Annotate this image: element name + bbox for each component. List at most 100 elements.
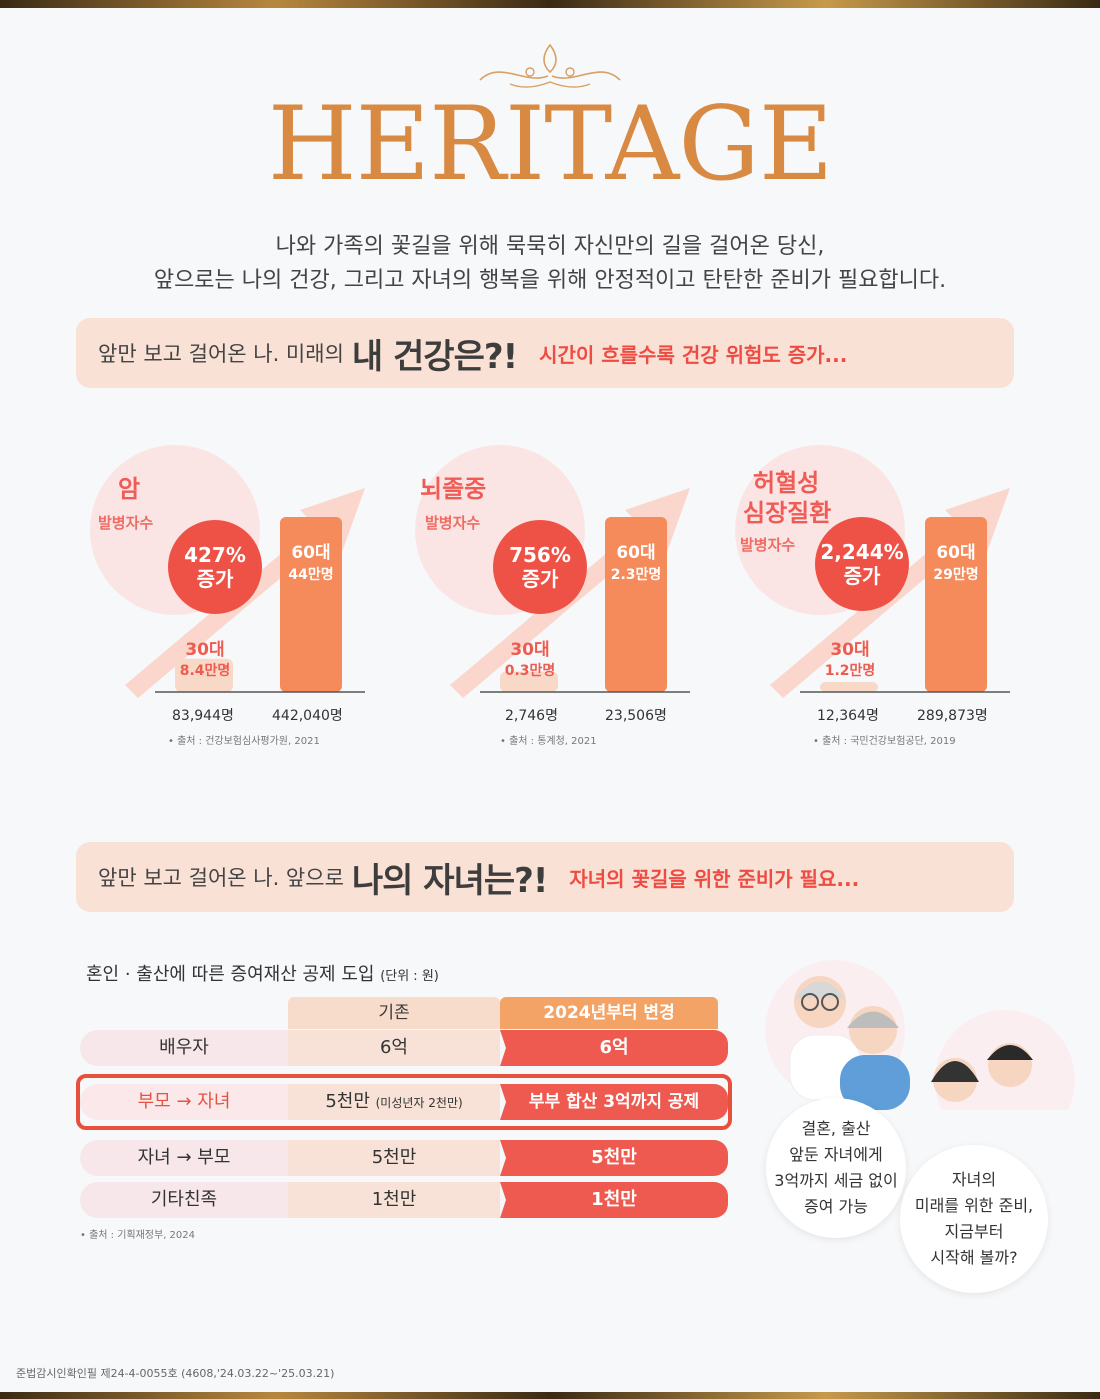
bar-category: 30대 xyxy=(510,640,550,660)
chart-source: • 출처 : 통계청, 2021 xyxy=(500,736,597,747)
bar-text: 1.2만명 xyxy=(824,663,876,679)
bar-text: 2.3만명 xyxy=(610,567,662,583)
chart-graphic xyxy=(735,445,1010,698)
bubble-prepare: 자녀의 미래를 위한 준비, 지금부터 시작해 볼까? xyxy=(900,1145,1048,1293)
table-row-parent-to-child: 부모 → 자녀 5천만 (미성년자 2천만) 부부 합산 3억까지 공제 xyxy=(80,1084,728,1120)
increase-badge: 756% 증가 xyxy=(493,520,587,614)
row-new-value: 6억 xyxy=(500,1030,728,1066)
highlight-box xyxy=(76,1074,732,1130)
intro-line-2: 앞으로는 나의 건강, 그리고 자녀의 행복을 위해 안정적이고 탄탄한 준비가… xyxy=(153,268,947,293)
row-new-value: 부부 합산 3억까지 공제 xyxy=(500,1084,728,1120)
table-row-other-relatives: 기타친족 1천만 1천만 xyxy=(80,1182,728,1218)
bar-category: 60대 xyxy=(616,543,656,563)
bubble-right-line-4: 시작해 볼까? xyxy=(930,1248,1018,1267)
bar-label-30s: 30대 1.2만명 xyxy=(815,635,885,680)
increase-word: 증가 xyxy=(521,567,559,591)
bubble-right-line-3: 지금부터 xyxy=(944,1222,1004,1241)
value-label-30s: 12,364명 xyxy=(817,708,879,724)
table-row-child-to-parent: 자녀 → 부모 5천만 5천만 xyxy=(80,1140,728,1176)
row-new-value: 5천만 xyxy=(500,1140,728,1176)
bar-category: 30대 xyxy=(830,640,870,660)
bar-label-60s: 60대 29만명 xyxy=(923,542,989,586)
table-source: • 출처 : 기획재정부, 2024 xyxy=(80,1230,196,1241)
gift-table-title-text: 혼인 · 출산에 따른 증여재산 공제 도입 xyxy=(86,964,375,985)
health-banner: 앞만 보고 걸어온 나. 미래의 내 건강은?! 시간이 흐를수록 건강 위험도… xyxy=(76,318,1014,388)
bar-60대 xyxy=(925,517,987,692)
header-old: 기존 xyxy=(288,997,500,1029)
bar-30대 xyxy=(500,671,558,692)
children-banner-heading: 나의 자녀는?! xyxy=(351,860,548,901)
increase-percent: 427% xyxy=(184,543,246,567)
header-new: 2024년부터 변경 xyxy=(500,997,718,1029)
row-label: 기타친족 xyxy=(80,1182,288,1218)
row-old-amount: 5천만 xyxy=(325,1091,370,1112)
row-old-note: (미성년자 2천만) xyxy=(375,1096,463,1110)
children-banner-accent: 자녀의 꽃길을 위한 준비가 필요... xyxy=(569,866,860,891)
disease-infographic: 암 발병자수 427% 증가 60대 44만명 30대 8.4만명 83,944명 442,040… xyxy=(0,440,1100,760)
bar-60대 xyxy=(280,517,342,692)
bar-60대 xyxy=(605,517,667,692)
bar-label-60s: 60대 2.3만명 xyxy=(603,542,669,586)
value-label-30s: 2,746명 xyxy=(505,708,558,724)
chart-source: • 출처 : 국민건강보험공단, 2019 xyxy=(813,736,956,747)
gift-table-unit: (단위 : 원) xyxy=(380,969,439,984)
bar-text: 0.3만명 xyxy=(504,663,556,679)
row-label: 부모 → 자녀 xyxy=(80,1084,288,1120)
bubble-right-line-2: 미래를 위한 준비, xyxy=(914,1196,1034,1215)
chart-subtitle: 발병자수 xyxy=(740,536,796,554)
chart-cancer: 암 발병자수 427% 증가 60대 44만명 30대 8.4만명 83,944명 442,040… xyxy=(90,440,420,750)
value-label-60s: 23,506명 xyxy=(605,708,667,724)
row-new-value: 1천만 xyxy=(500,1182,728,1218)
health-banner-heading: 내 건강은?! xyxy=(351,336,518,377)
children-banner-pre: 앞만 보고 걸어온 나. 앞으로 xyxy=(98,866,344,890)
health-banner-pre: 앞만 보고 걸어온 나. 미래의 xyxy=(98,342,344,366)
table-row-spouse: 배우자 6억 6억 xyxy=(80,1030,728,1066)
bar-30대 xyxy=(820,682,878,692)
children-banner: 앞만 보고 걸어온 나. 앞으로 나의 자녀는?! 자녀의 꽃길을 위한 준비가… xyxy=(76,842,1014,912)
bar-text: 44만명 xyxy=(288,567,334,583)
bubble-left-line-1: 결혼, 출산 xyxy=(801,1119,871,1138)
bar-category: 30대 xyxy=(185,640,225,660)
row-label: 배우자 xyxy=(80,1030,288,1066)
increase-percent: 2,244% xyxy=(820,540,904,564)
top-frame-border xyxy=(0,0,1100,8)
gift-table-title: 혼인 · 출산에 따른 증여재산 공제 도입 (단위 : 원) xyxy=(86,960,439,986)
chart-title-line-2: 심장질환 xyxy=(743,499,832,527)
bubble-left-line-2: 앞둔 자녀에게 xyxy=(789,1145,883,1164)
increase-badge: 2,244% 증가 xyxy=(815,517,909,611)
bar-text: 8.4만명 xyxy=(179,663,231,679)
value-label-60s: 289,873명 xyxy=(917,708,988,724)
family-illustration-icon xyxy=(765,960,1075,1110)
ornament-flourish-icon xyxy=(479,43,621,88)
bubble-left-line-3: 3억까지 세금 없이 xyxy=(774,1171,898,1190)
row-label: 자녀 → 부모 xyxy=(80,1140,288,1176)
bubble-gift-info: 결혼, 출산 앞둔 자녀에게 3억까지 세금 없이 증여 가능 xyxy=(766,1098,906,1238)
chart-title: 뇌졸중 xyxy=(420,475,487,503)
chart-title: 암 xyxy=(118,475,141,503)
bar-category: 60대 xyxy=(291,543,331,563)
page-title: HERITAGE xyxy=(267,85,834,204)
bar-label-60s: 60대 44만명 xyxy=(278,542,344,586)
row-old-value: 6억 xyxy=(288,1030,500,1066)
chart-title-line-1: 허혈성 xyxy=(753,469,820,497)
bar-category: 60대 xyxy=(936,543,976,563)
row-old-value: 5천만 xyxy=(288,1140,500,1176)
health-banner-accent: 시간이 흐를수록 건강 위험도 증가... xyxy=(539,342,848,367)
row-old-value: 1천만 xyxy=(288,1182,500,1218)
chart-subtitle: 발병자수 xyxy=(425,514,481,532)
increase-word: 증가 xyxy=(843,564,881,588)
chart-source: • 출처 : 건강보험심사평가원, 2021 xyxy=(168,736,320,747)
intro-line-1: 나와 가족의 꽃길을 위해 묵묵히 자신만의 길을 걸어온 당신, xyxy=(275,234,825,259)
increase-word: 증가 xyxy=(196,567,234,591)
increase-badge: 427% 증가 xyxy=(168,520,262,614)
value-label-30s: 83,944명 xyxy=(172,708,234,724)
increase-percent: 756% xyxy=(509,543,571,567)
bubble-left-line-4: 증여 가능 xyxy=(804,1197,868,1216)
bottom-frame-border xyxy=(0,1392,1100,1399)
compliance-permit: 준법감시인확인필 제24-4-0055호 (4608,'24.03.22~'25… xyxy=(16,1367,335,1380)
bar-30대 xyxy=(175,658,233,692)
bar-text: 29만명 xyxy=(933,567,979,583)
bar-label-30s: 30대 0.3만명 xyxy=(495,635,565,680)
